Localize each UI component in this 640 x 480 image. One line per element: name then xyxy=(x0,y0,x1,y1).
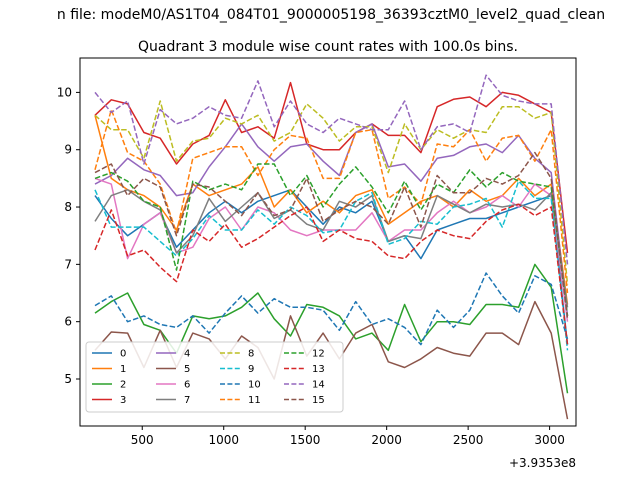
chart-supertitle: n file: modeM0/AS1T04_084T01_9000005198_… xyxy=(57,7,605,23)
x-tick-label: 1000 xyxy=(208,433,239,447)
x-tick-label: 2500 xyxy=(453,433,484,447)
series-line-14 xyxy=(94,74,569,265)
legend-label: 2 xyxy=(120,380,126,391)
series-line-11 xyxy=(94,108,569,294)
series-line-10 xyxy=(94,272,569,346)
plot-frame xyxy=(79,57,577,427)
series-line-9 xyxy=(94,180,569,351)
series-line-15 xyxy=(94,151,569,319)
y-tick-label: 6 xyxy=(64,315,72,329)
legend-label: 4 xyxy=(184,349,190,360)
legend-label: 14 xyxy=(312,380,325,391)
series-line-13 xyxy=(94,203,569,345)
legend-label: 0 xyxy=(120,349,126,360)
x-axis: 500 1000 1500 2000 2500 3000 xyxy=(131,426,565,447)
legend-label: 13 xyxy=(312,364,325,375)
y-tick-label: 5 xyxy=(64,372,72,386)
y-tick-label: 9 xyxy=(64,143,72,157)
x-tick-label: 2000 xyxy=(371,433,402,447)
series-line-8 xyxy=(94,100,569,285)
chart-title: Quadrant 3 module wise count rates with … xyxy=(138,39,518,55)
series-line-12 xyxy=(94,163,569,316)
legend-label: 15 xyxy=(312,395,325,406)
x-tick-label: 3000 xyxy=(534,433,565,447)
y-axis: 5 6 7 8 9 10 xyxy=(57,85,80,386)
legend-label: 3 xyxy=(120,395,126,406)
legend-label: 10 xyxy=(248,380,261,391)
legend-label: 7 xyxy=(184,395,190,406)
series-line-3 xyxy=(94,81,569,253)
series-line-4 xyxy=(94,123,569,316)
legend-box xyxy=(85,341,344,413)
x-tick-label: 500 xyxy=(131,433,154,447)
x-offset-label: +3.9353e8 xyxy=(509,456,576,470)
legend-label: 5 xyxy=(184,364,190,375)
y-tick-label: 8 xyxy=(64,200,72,214)
y-tick-label: 7 xyxy=(64,257,72,271)
legend-label: 8 xyxy=(248,349,254,360)
legend-label: 11 xyxy=(248,395,261,406)
x-tick-label: 1500 xyxy=(290,433,321,447)
legend-label: 6 xyxy=(184,380,190,391)
legend-label: 1 xyxy=(120,364,126,375)
legend-label: 12 xyxy=(312,349,325,360)
legend-label: 9 xyxy=(248,364,254,375)
y-tick-label: 10 xyxy=(57,85,72,99)
